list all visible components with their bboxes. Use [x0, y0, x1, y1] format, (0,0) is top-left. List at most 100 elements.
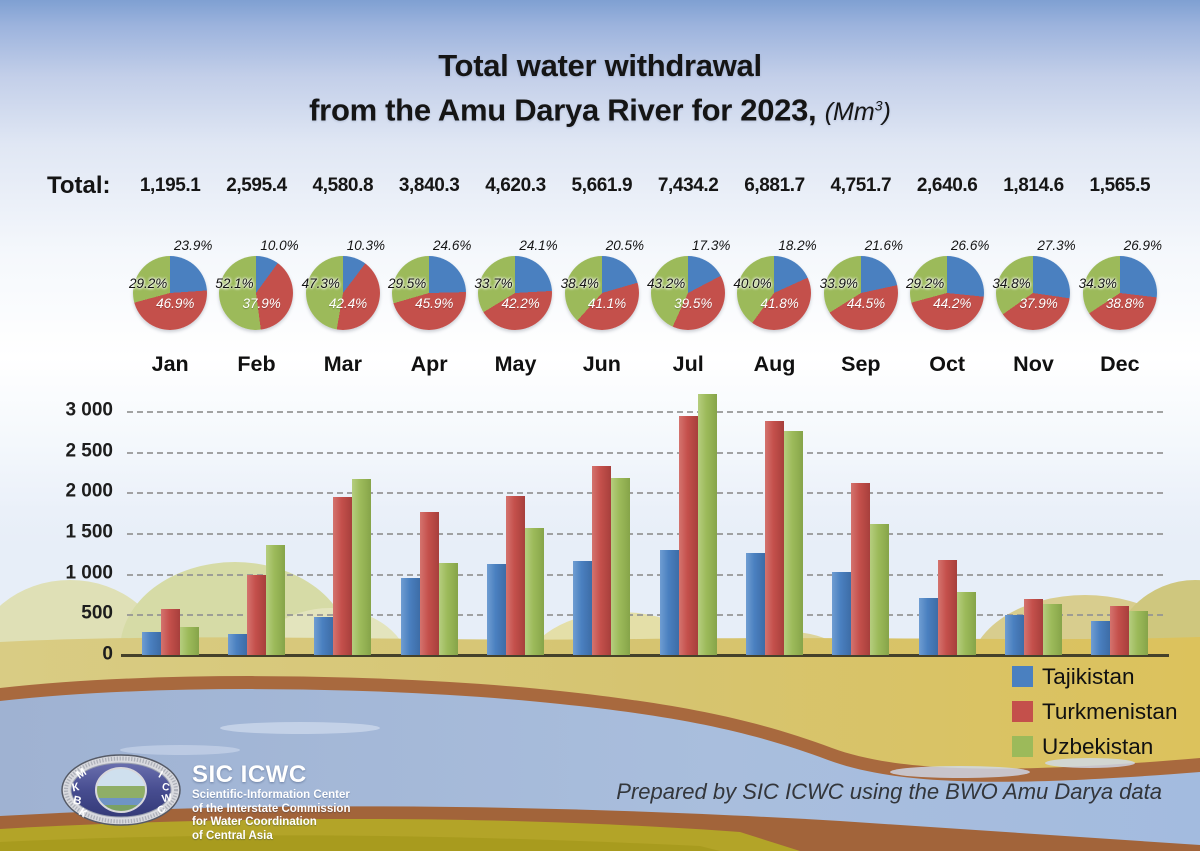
pie-pct-uzbekistan: 38.4%: [560, 276, 599, 291]
bar-tajikistan-oct: [918, 597, 938, 655]
credit-text: Prepared by SIC ICWC using the BWO Amu D…: [616, 779, 1162, 804]
total-value-apr: 3,840.3: [398, 175, 460, 196]
pie-pct-tajikistan: 18.2%: [778, 238, 817, 253]
pie-pct-uzbekistan: 34.3%: [1078, 276, 1117, 291]
org-line: Scientific-Information Center: [192, 789, 350, 801]
pie-pct-tajikistan: 27.3%: [1037, 238, 1076, 253]
water-highlight: [1045, 758, 1135, 768]
bar-turkmenistan-apr: [419, 511, 439, 655]
gridline-2500: [127, 451, 1163, 454]
pie-pct-uzbekistan: 43.2%: [647, 276, 686, 291]
svg-text:В: В: [72, 795, 83, 808]
pie-pct-turkmenistan: 44.2%: [933, 296, 972, 311]
legend-label: Uzbekistan: [1042, 733, 1154, 759]
x-axis-line: [121, 654, 1169, 657]
pie-chart: [1082, 256, 1157, 330]
pie-pct-tajikistan: 20.5%: [605, 238, 644, 253]
month-label-dec: Dec: [1100, 352, 1140, 376]
pie-pct-uzbekistan: 29.5%: [388, 276, 427, 291]
bar-group-jan: [127, 411, 213, 655]
total-value-aug: 6,881.7: [744, 175, 805, 196]
totals-label: Total:: [47, 172, 111, 199]
bar-tajikistan-mar: [314, 616, 334, 655]
pie-apr: 24.6% 29.5% 45.9%: [386, 238, 472, 350]
totals-row: 1,195.1 2,595.4 4,580.8 3,840.3 4,620.3 5,661…: [127, 175, 1163, 197]
bar-chart-plot: [121, 411, 1169, 657]
pie-chart: [737, 256, 812, 330]
pie-pct-uzbekistan: 29.2%: [129, 276, 168, 291]
month-label-may: May: [494, 352, 537, 376]
bar-turkmenistan-oct: [937, 560, 957, 655]
pie-pct-tajikistan: 24.1%: [519, 238, 558, 253]
pie-pct-tajikistan: 26.6%: [951, 238, 990, 253]
bar-turkmenistan-feb: [246, 575, 266, 655]
pie-pct-turkmenistan: 38.8%: [1105, 296, 1145, 311]
y-axis-label-3000: 3 000: [65, 399, 113, 421]
pie-dec: 26.9% 34.3% 38.8%: [1077, 238, 1163, 350]
total-value-jul: 7,434.2: [657, 175, 719, 196]
bar-group-dec: [1077, 411, 1163, 655]
bar-turkmenistan-nov: [1023, 599, 1043, 655]
bar-group-jun: [559, 411, 645, 655]
legend: Tajikistan Turkmenistan Uzbekistan: [1012, 659, 1177, 764]
foreground-ground-dark: [0, 835, 720, 851]
pie-pct-tajikistan: 24.6%: [433, 238, 472, 253]
bar-group-apr: [386, 411, 472, 655]
org-line: of Central Asia: [192, 829, 273, 842]
bar-tajikistan-nov: [1004, 614, 1024, 655]
bar-group-jul: [645, 393, 731, 655]
org-abbr: SIC ICWC: [192, 761, 307, 788]
background-landscape: [0, 562, 1200, 851]
pie-pct-tajikistan: 21.6%: [864, 238, 903, 253]
pie-pct-turkmenistan: 42.4%: [328, 296, 368, 311]
legend-label: Turkmenistan: [1042, 698, 1178, 724]
water-highlight: [890, 766, 1030, 778]
bar-group-sep: [818, 411, 904, 655]
pie-pct-tajikistan: 17.3%: [692, 238, 731, 253]
pie-may: 24.1% 33.7% 42.2%: [472, 238, 558, 350]
bar-turkmenistan-dec: [1110, 605, 1130, 655]
pie-chart: [133, 256, 208, 330]
title-line-1: Total water withdrawal: [438, 48, 762, 83]
pie-pct-uzbekistan: 34.8%: [992, 276, 1031, 291]
pie-pct-turkmenistan: 39.5%: [674, 296, 713, 311]
pie-chart: [823, 256, 898, 330]
bar-uzbekistan-apr: [438, 562, 458, 655]
org-line: of the Interstate Commission: [192, 802, 351, 815]
bar-tajikistan-dec: [1091, 620, 1111, 655]
chart-title: Total water withdrawal from the Amu Dary…: [0, 46, 1200, 132]
bar-uzbekistan-nov: [1042, 603, 1062, 655]
bar-turkmenistan-jul: [678, 416, 698, 655]
total-value-dec: 1,565.5: [1089, 175, 1151, 196]
pie-pct-uzbekistan: 33.7%: [474, 276, 513, 291]
pie-pct-turkmenistan: 41.1%: [587, 296, 627, 311]
pie-mar: 10.3% 47.3% 42.4%: [300, 238, 386, 350]
pie-pct-uzbekistan: 40.0%: [733, 276, 772, 291]
water-highlight: [120, 745, 240, 755]
legend-label: Tajikistan: [1042, 663, 1135, 689]
pie-pct-uzbekistan: 33.9%: [819, 276, 858, 291]
gridline-3000: [127, 411, 1163, 413]
pie-pct-turkmenistan: 37.9%: [242, 296, 281, 311]
bar-uzbekistan-jan: [179, 626, 199, 655]
pie-chart: [564, 256, 639, 330]
bar-group-nov: [990, 411, 1076, 655]
org-description: Scientific-Information Center of the Inte…: [192, 789, 350, 843]
y-axis-label-2000: 2 000: [65, 480, 113, 502]
gridline-1500: [127, 533, 1163, 535]
month-label-jul: Jul: [672, 352, 704, 376]
bar-turkmenistan-jun: [592, 465, 612, 655]
bar-turkmenistan-mar: [333, 497, 353, 655]
bar-uzbekistan-may: [524, 528, 544, 655]
month-label-oct: Oct: [929, 352, 966, 376]
bar-turkmenistan-sep: [851, 483, 871, 655]
pie-aug: 18.2% 40.0% 41.8%: [731, 238, 817, 350]
y-axis-label-2500: 2 500: [65, 440, 113, 462]
pie-pct-tajikistan: 26.9%: [1123, 238, 1162, 253]
pie-chart: [651, 256, 726, 330]
total-value-feb: 2,595.4: [226, 175, 287, 196]
svg-text:I: I: [156, 769, 165, 781]
gridline-500: [127, 614, 1163, 617]
y-axis-label-1500: 1 500: [65, 521, 113, 543]
bar-uzbekistan-sep: [870, 524, 890, 655]
